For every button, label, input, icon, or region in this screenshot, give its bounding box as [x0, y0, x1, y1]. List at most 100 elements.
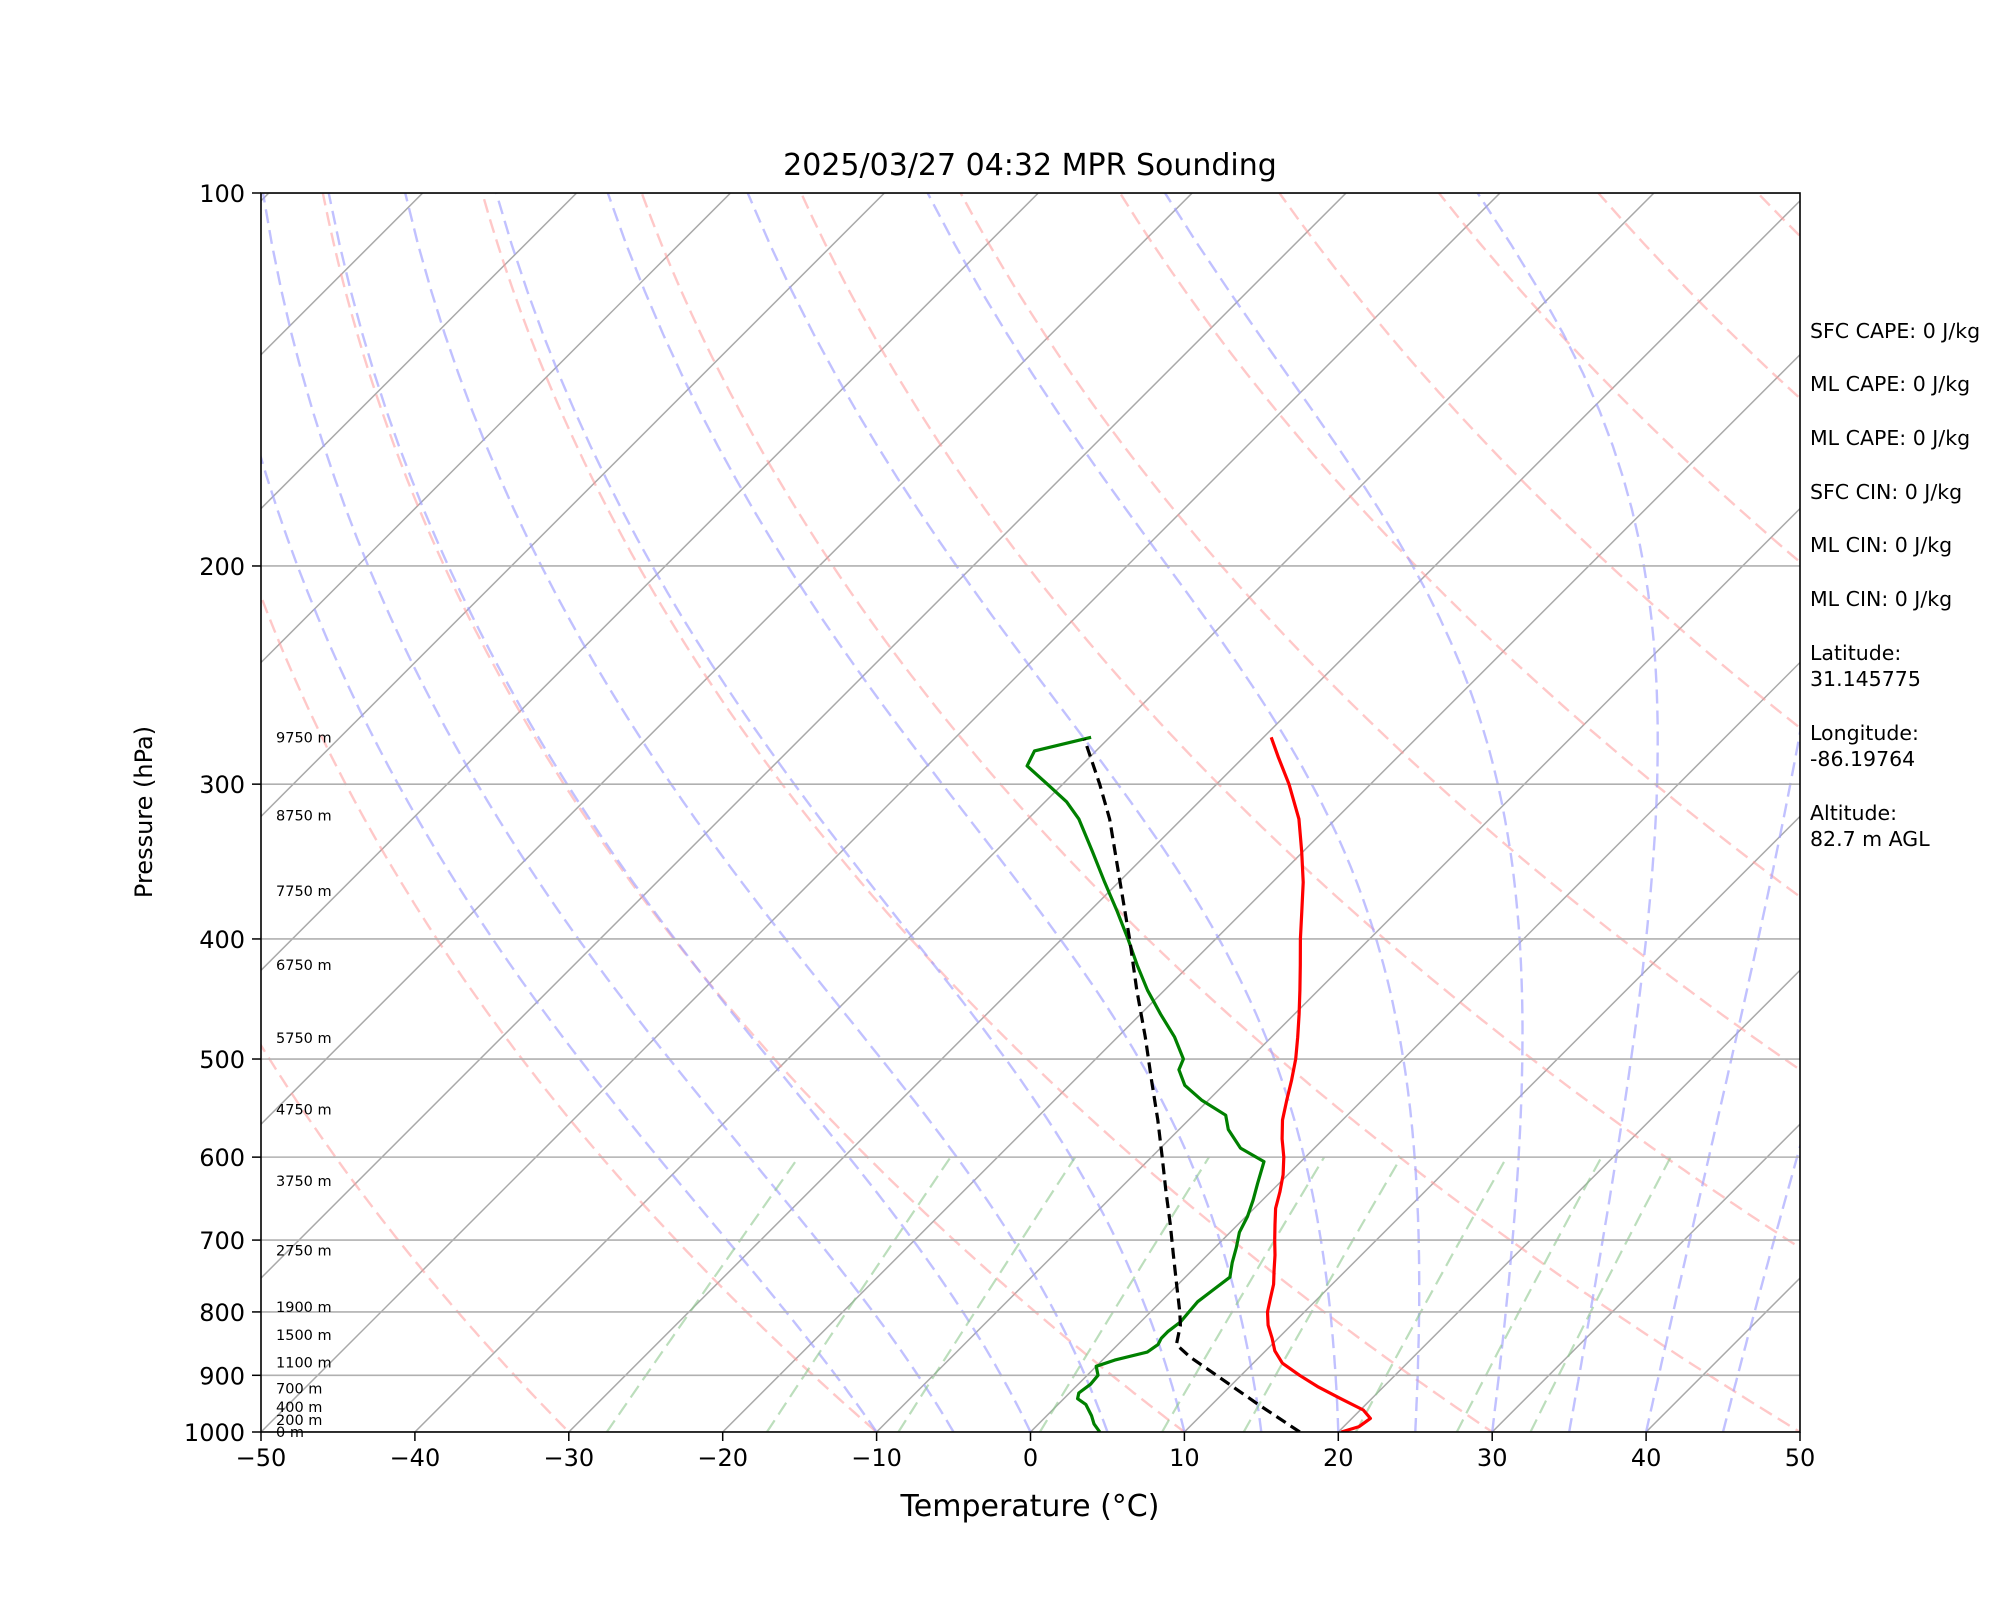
moist-adiabat-line [495, 193, 1186, 1432]
isotherm-line [721, 353, 1800, 1432]
mixing-ratio-line [897, 1156, 1077, 1432]
y-tick-label: 300 [199, 771, 245, 799]
ml-cin-text: ML CIN: 0 J/kg [1810, 533, 1953, 557]
height-label: 1500 m [276, 1328, 332, 1344]
isotherm-line [261, 193, 1040, 972]
ml-cape-text: ML CAPE: 0 J/kg [1810, 372, 1971, 396]
height-label: 3750 m [276, 1174, 332, 1190]
y-tick-label: 100 [199, 180, 245, 208]
longitude-label: Longitude: [1810, 721, 1919, 745]
dry-adiabat-line [1889, 165, 2000, 1458]
dry-adiabat-line [1277, 193, 1800, 730]
ml-cin-text-2: ML CIN: 0 J/kg [1810, 587, 1953, 611]
moist-adiabat-line [746, 193, 1340, 1432]
dry-adiabat-line [1437, 193, 1800, 564]
mixing-ratio-line [1038, 1156, 1210, 1432]
isotherm-line [261, 193, 732, 664]
x-axis-label: Temperature (°C) [900, 1489, 1160, 1524]
isotherm-line [875, 507, 1800, 1432]
height-label: 9750 m [276, 730, 332, 746]
isotherm-line [567, 199, 1800, 1432]
x-tick-label: 40 [1631, 1444, 1662, 1472]
height-label: 8750 m [276, 809, 332, 825]
y-axis: 100 200 300 400 500 600 700 800 900 1000 [184, 180, 261, 1447]
isotherm-line [1183, 815, 1800, 1432]
height-label: 0 m [276, 1425, 304, 1441]
x-tick-label: −50 [236, 1444, 287, 1472]
dry-adiabat-line [959, 193, 1800, 1072]
longitude-value: -86.19764 [1810, 747, 1916, 771]
moist-adiabat-line [1476, 193, 1659, 1432]
y-tick-label: 600 [199, 1144, 245, 1172]
latitude-value: 31.145775 [1810, 667, 1921, 691]
dry-adiabat-line [640, 193, 1800, 1432]
height-label: 7750 m [276, 884, 332, 900]
dry-adiabat-line [799, 193, 1800, 1250]
moist-adiabat-line [327, 193, 1032, 1432]
x-tick-label: 0 [1023, 1444, 1038, 1472]
dewpoint-profile-line [1025, 735, 1266, 1432]
isotherm-line [261, 193, 1502, 1432]
mixing-ratio-line [1529, 1156, 1672, 1432]
isotherm-line [1337, 969, 1800, 1432]
moist-adiabat-line [606, 193, 1263, 1432]
plot-frame [260, 192, 1801, 1433]
x-tick-label: 50 [1785, 1444, 1816, 1472]
isotherm-line [261, 193, 1194, 1126]
isotherm-line [0, 165, 143, 1458]
x-axis: −50 −40 −30 −20 −10 0 10 20 30 40 50 [236, 1432, 1816, 1472]
y-tick-label: 700 [199, 1227, 245, 1255]
x-tick-label: 30 [1477, 1444, 1508, 1472]
altitude-label: Altitude: [1810, 801, 1898, 825]
dry-adiabat-line [261, 1043, 571, 1432]
mixing-ratio-line [605, 1156, 800, 1432]
sfc-cin-text: SFC CIN: 0 J/kg [1810, 480, 1963, 504]
y-tick-label: 400 [199, 926, 245, 954]
latitude-label: Latitude: [1810, 641, 1902, 665]
dry-adiabat-line [481, 193, 1495, 1432]
parcel_profile-profile-line [1082, 738, 1301, 1432]
sounding-profiles [1025, 735, 1372, 1432]
isotherm-line [1491, 1123, 1800, 1432]
y-tick-label: 200 [199, 553, 245, 581]
isotherm-line [261, 193, 1348, 1280]
height-label: 5750 m [276, 1031, 332, 1047]
sfc-cape-text: SFC CAPE: 0 J/kg [1810, 319, 1981, 343]
moist-adiabat-line [926, 193, 1421, 1432]
y-tick-label: 1000 [184, 1419, 245, 1447]
ml-cape-text-2: ML CAPE: 0 J/kg [1810, 426, 1971, 450]
x-tick-label: −30 [543, 1444, 594, 1472]
mixing-ratio-line [1455, 1156, 1603, 1432]
moist-adiabat-line [261, 453, 878, 1432]
isotherm-line [261, 193, 424, 356]
isotherm-line [413, 193, 1655, 1432]
isotherm-line [261, 193, 578, 510]
height-label: 4750 m [276, 1102, 332, 1118]
x-tick-label: 20 [1323, 1444, 1354, 1472]
moist-adiabat-line [261, 193, 955, 1432]
dry-adiabat-line [1596, 193, 1800, 401]
moist-adiabat-line [1644, 725, 1800, 1432]
height-label: 200 m [276, 1413, 322, 1429]
height-label: 700 m [276, 1381, 322, 1397]
isobar-gridlines [261, 193, 1800, 1432]
mixing-ratio-line [765, 1156, 952, 1432]
height-label: 6750 m [276, 958, 332, 974]
height-label: 400 m [276, 1400, 322, 1416]
x-tick-label: −10 [851, 1444, 902, 1472]
moist-adiabat-line [1721, 1142, 1800, 1432]
chart-title: 2025/03/27 04:32 MPR Sounding [783, 148, 1277, 183]
moist-adiabat-line [404, 193, 1109, 1432]
height-label: 1100 m [276, 1356, 332, 1372]
height-label: 1900 m [276, 1300, 332, 1316]
temperature-profile-line [1265, 736, 1372, 1432]
altitude-value: 82.7 m AGL [1810, 827, 1930, 851]
dry-adiabat-line [1118, 193, 1800, 899]
y-axis-label: Pressure (hPa) [130, 726, 158, 898]
moist-adiabat-line [1163, 193, 1524, 1432]
height-label: 2750 m [276, 1244, 332, 1260]
y-tick-label: 500 [199, 1046, 245, 1074]
x-tick-label: 10 [1169, 1444, 1200, 1472]
